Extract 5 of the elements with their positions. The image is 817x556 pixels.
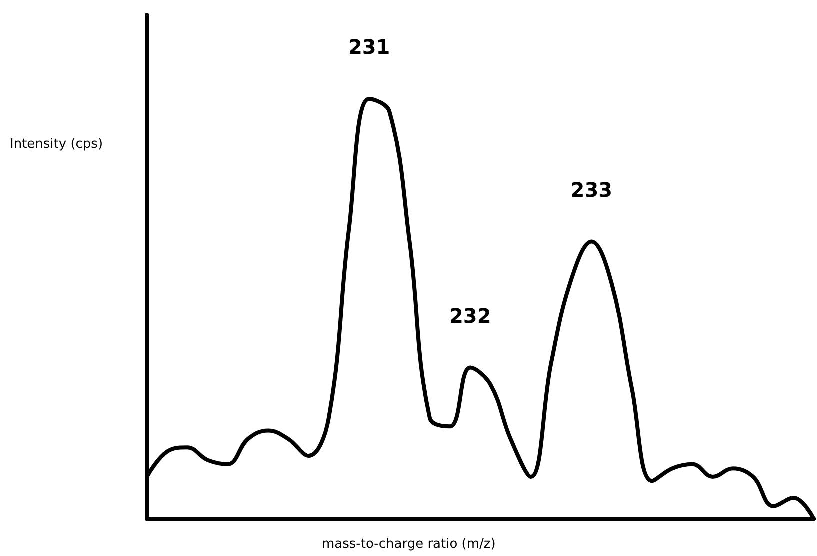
y-axis-title: Intensity (cps) (10, 137, 104, 152)
text: 231 (348, 35, 390, 59)
x-axis-title: mass-to-charge ratio (m/z) (322, 537, 496, 552)
annotation: 233 (570, 178, 613, 202)
annotation: 232 (450, 304, 492, 328)
